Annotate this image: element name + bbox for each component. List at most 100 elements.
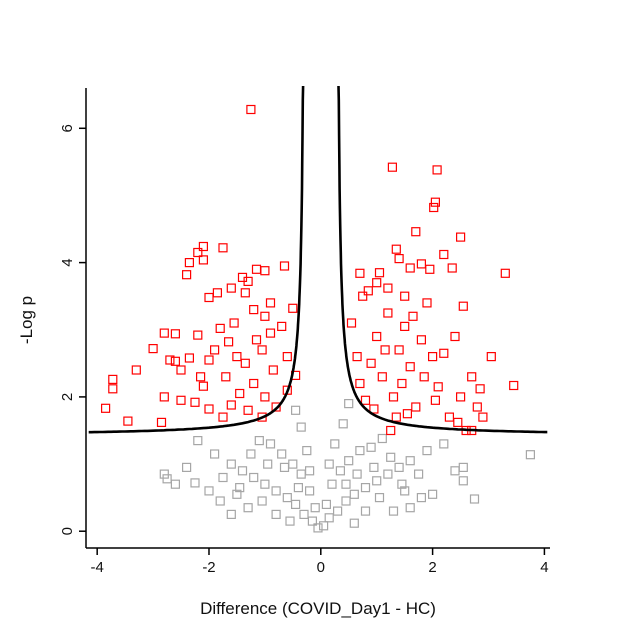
data-point <box>215 323 225 333</box>
data-point <box>372 476 382 486</box>
data-point <box>433 382 443 392</box>
data-point <box>469 494 480 504</box>
data-point <box>525 450 536 460</box>
data-point <box>414 469 424 479</box>
data-point <box>251 264 262 274</box>
data-point <box>372 278 382 288</box>
data-point <box>383 283 393 293</box>
x-tick-label: 2 <box>428 559 436 576</box>
data-point <box>397 479 407 489</box>
data-point <box>447 263 457 273</box>
data-point <box>237 466 248 476</box>
data-point <box>212 288 222 298</box>
data-point <box>486 352 496 362</box>
x-tick-label: 0 <box>317 559 325 576</box>
data-point <box>430 395 440 405</box>
y-axis-title: -Log p <box>17 296 36 344</box>
data-point <box>327 479 337 489</box>
data-point <box>338 419 348 429</box>
data-point <box>450 331 460 342</box>
x-tick-label: 4 <box>540 559 548 576</box>
data-point <box>190 397 200 407</box>
data-point <box>430 197 440 207</box>
data-point <box>100 403 111 413</box>
data-point <box>210 345 220 355</box>
data-point <box>246 449 256 459</box>
data-point <box>170 479 180 489</box>
data-point <box>277 321 287 331</box>
x-axis-title: Difference (COVID_Day1 - HC) <box>200 599 436 618</box>
data-point <box>279 462 290 472</box>
data-point <box>291 499 301 509</box>
data-point <box>156 417 167 427</box>
data-point <box>405 456 415 466</box>
data-point <box>439 348 449 358</box>
data-point <box>282 352 292 362</box>
data-point <box>162 474 172 484</box>
data-point <box>305 466 315 476</box>
data-point <box>360 395 371 405</box>
significant-points <box>100 104 519 436</box>
data-point <box>380 345 390 355</box>
data-point <box>310 503 320 513</box>
data-point <box>391 412 401 422</box>
data-point <box>240 358 250 368</box>
data-point <box>366 442 376 452</box>
data-point <box>293 483 303 493</box>
axes <box>85 88 550 549</box>
data-point <box>218 472 228 483</box>
data-point <box>198 255 208 265</box>
data-point <box>391 244 401 254</box>
data-point <box>360 483 371 493</box>
significance-threshold-curve <box>88 85 548 434</box>
data-point <box>226 283 236 293</box>
x-tick-label: -2 <box>202 559 215 576</box>
data-point <box>374 268 385 278</box>
data-point <box>388 506 399 516</box>
data-point <box>369 404 379 414</box>
data-point <box>193 436 203 446</box>
data-point <box>271 402 281 412</box>
y-tick-label: 4 <box>59 258 76 266</box>
data-point <box>229 318 239 328</box>
data-point <box>387 162 397 172</box>
x-tick-label: -4 <box>91 559 104 576</box>
data-point <box>411 227 421 237</box>
data-point <box>394 345 404 355</box>
data-point <box>193 247 203 258</box>
data-point <box>321 499 331 509</box>
data-point <box>439 439 449 449</box>
data-point <box>249 378 259 389</box>
data-point <box>215 496 225 506</box>
data-point <box>439 249 449 260</box>
data-point <box>416 259 426 269</box>
data-point <box>226 459 236 469</box>
data-point <box>453 417 463 427</box>
data-point <box>402 409 412 419</box>
data-point <box>196 372 206 382</box>
data-point <box>355 446 365 456</box>
data-point <box>198 381 208 391</box>
data-point <box>265 328 276 338</box>
y-tick-label: 0 <box>59 527 76 535</box>
data-point <box>400 486 410 496</box>
data-point <box>335 466 345 476</box>
data-point <box>296 469 306 479</box>
data-point <box>251 335 262 345</box>
data-point <box>307 516 317 526</box>
data-point <box>358 291 368 301</box>
data-point <box>226 400 236 410</box>
data-point <box>108 374 118 384</box>
data-point <box>182 462 192 472</box>
data-point <box>419 372 429 382</box>
data-point <box>305 486 315 496</box>
data-point <box>429 202 439 213</box>
data-point <box>260 266 270 276</box>
data-point <box>349 518 359 528</box>
data-point <box>123 416 133 426</box>
data-point <box>221 372 231 382</box>
data-point <box>232 352 242 362</box>
data-point <box>265 439 276 449</box>
data-point <box>363 286 373 296</box>
data-point <box>193 330 203 340</box>
